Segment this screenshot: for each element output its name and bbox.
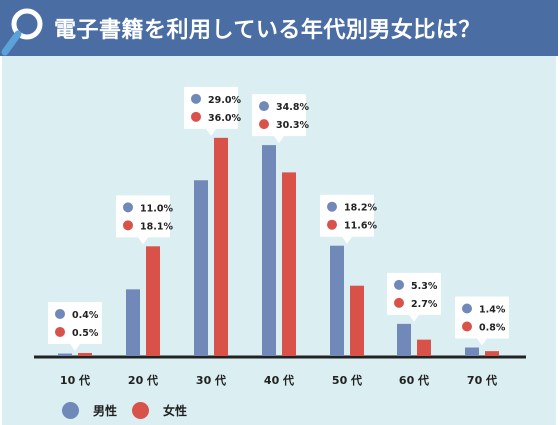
bar-male <box>262 145 276 356</box>
data-label-marker-male <box>123 202 133 213</box>
bar-female <box>78 352 92 356</box>
bar-male <box>465 347 479 356</box>
data-label-pointer <box>206 128 216 136</box>
data-label-male: 34.8% <box>276 102 309 113</box>
bar-male <box>126 289 140 356</box>
x-tick-label: 70 代 <box>467 373 497 387</box>
data-label-male: 5.3% <box>411 281 438 292</box>
bar-male <box>397 323 411 356</box>
data-label-marker-male <box>327 201 337 212</box>
chart-title: 電子書籍を利用している年代別男女比は？ <box>54 18 481 43</box>
data-label-marker-female <box>462 321 472 332</box>
bar-male <box>330 245 344 356</box>
bar-female <box>485 351 499 356</box>
bar-female <box>214 137 228 356</box>
bar-female <box>350 285 364 356</box>
data-label-marker-female <box>123 220 133 231</box>
legend-label-male: 男性 <box>93 403 118 418</box>
legend-marker-male <box>62 401 79 419</box>
bar-female <box>282 172 296 356</box>
magnifier-icon <box>1 8 43 56</box>
data-label-marker-female <box>55 326 65 337</box>
bar-male <box>194 180 208 356</box>
data-label-male: 1.4% <box>479 305 506 316</box>
x-tick-label: 10 代 <box>60 373 90 387</box>
data-label-marker-female <box>259 119 269 130</box>
bar-female <box>417 339 431 356</box>
data-label-pointer <box>70 343 80 351</box>
data-label-marker-female <box>191 111 201 122</box>
data-label-female: 18.1% <box>140 221 173 232</box>
legend-item-male: 男性 <box>62 400 117 420</box>
data-label-male: 0.4% <box>72 310 99 321</box>
data-label-marker-female <box>327 219 337 230</box>
data-label-female: 11.6% <box>344 221 377 232</box>
data-label-marker-male <box>462 303 472 314</box>
x-tick-label: 40 代 <box>264 373 294 387</box>
data-label-male: 11.0% <box>140 203 173 214</box>
data-label-male: 18.2% <box>344 203 377 214</box>
legend-label-female: 女性 <box>163 403 188 418</box>
data-label-marker-female <box>394 297 404 308</box>
data-label-pointer <box>138 237 148 245</box>
data-label-pointer <box>477 338 487 346</box>
x-tick-label: 30 代 <box>196 373 226 387</box>
legend-item-female: 女性 <box>132 400 187 420</box>
data-label-female: 0.5% <box>72 328 99 339</box>
data-label-female: 36.0% <box>208 113 241 124</box>
data-label-female: 2.7% <box>411 299 438 310</box>
data-label-marker-male <box>259 101 269 112</box>
bar-male <box>58 353 72 356</box>
data-label-pointer <box>274 136 284 144</box>
data-label-female: 0.8% <box>479 323 506 334</box>
data-label-male: 29.0% <box>208 95 241 106</box>
legend-marker-female <box>132 401 149 419</box>
data-label-pointer <box>409 314 419 322</box>
x-tick-label: 50 代 <box>332 373 362 387</box>
bar-female <box>146 246 160 356</box>
data-label-marker-male <box>55 308 65 319</box>
title-banner <box>0 0 558 56</box>
data-label-pointer <box>342 236 352 244</box>
data-label-marker-male <box>191 93 201 104</box>
data-label-marker-male <box>394 279 404 290</box>
data-label-female: 30.3% <box>276 120 309 131</box>
x-tick-label: 20 代 <box>128 373 158 387</box>
x-tick-label: 60 代 <box>399 373 429 387</box>
